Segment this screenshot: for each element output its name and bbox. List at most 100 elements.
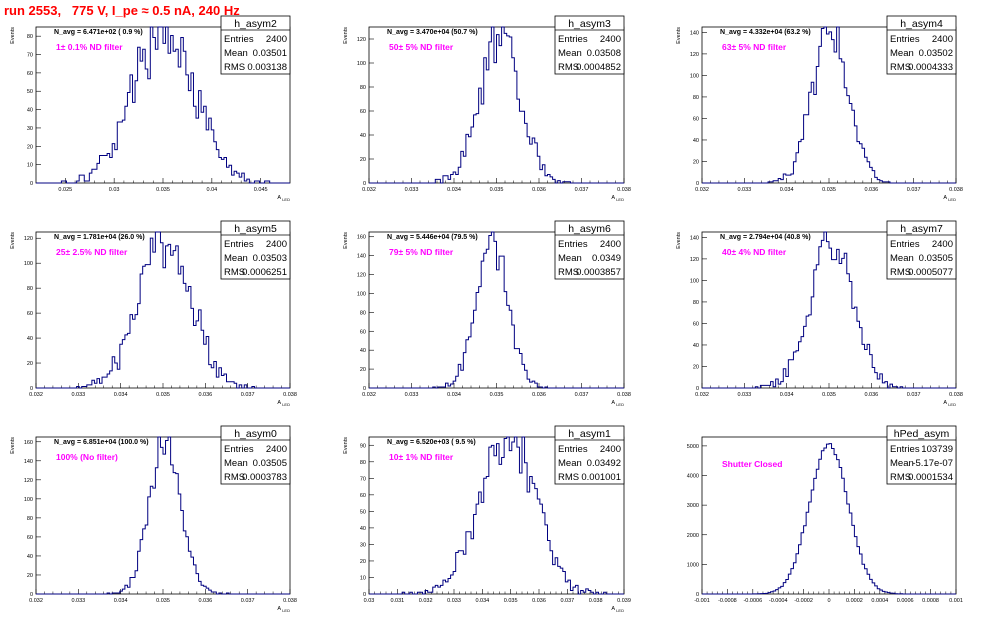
stats-box: h_asym3 Entries 2400 Mean 0.03508 RMS0.000485…	[554, 15, 625, 75]
x-tick-label: 0.035	[490, 392, 504, 398]
x-tick-label: 0.033	[737, 187, 751, 193]
stats-key-rms: RMS	[224, 62, 245, 73]
stats-box-title: h_asym3	[568, 18, 611, 30]
y-tick-label: 0	[696, 592, 699, 598]
x-tick-label: -0.0004	[769, 598, 788, 604]
y-tick-label: 10	[360, 575, 366, 581]
y-tick-label: 80	[360, 310, 366, 316]
stats-value-entries: 2400	[600, 444, 621, 455]
stats-box: h_asym5 Entries 2400 Mean 0.03503 RMS0.000625…	[220, 220, 291, 280]
y-tick-label: 80	[27, 516, 33, 522]
stats-box-title: h_asym0	[234, 428, 277, 440]
n-avg-label: N_avg = 6.471e+02 ( 0.9 %)	[54, 29, 143, 36]
histogram-panel-h_asym2: 0.025 0.03 0.035 0.04 0.045 0 10 20 30 40 50 60 70 80…	[10, 15, 291, 202]
stats-value-mean: 0.03503	[253, 253, 287, 264]
stats-key-rms: RMS	[558, 267, 579, 278]
stats-value-rms: 0.003138	[247, 62, 287, 73]
y-tick-label: 40	[360, 348, 366, 354]
stats-box-frame	[554, 15, 625, 75]
y-tick-label: 50	[27, 89, 33, 95]
y-tick-label: 80	[360, 85, 366, 91]
y-tick-label: 50	[360, 509, 366, 515]
stats-value-rms: 0.0004852	[576, 62, 621, 73]
x-tick-label: 0.033	[71, 598, 85, 604]
y-tick-label: 0	[696, 386, 699, 392]
stats-key-entries: Entries	[890, 444, 920, 455]
histogram-line	[702, 26, 956, 184]
histogram-panel-h_asym1: 0.03 0.031 0.032 0.033 0.034 0.035 0.036 0.037 0…	[343, 425, 631, 613]
stats-box-frame	[220, 220, 291, 280]
stats-key-rms: RMS	[224, 267, 245, 278]
x-axis-label-subscript: LED	[281, 197, 290, 202]
stats-key-mean: Mean	[224, 458, 248, 469]
x-tick-label: 0.034	[780, 187, 794, 193]
x-tick-label: 0.032	[695, 392, 709, 398]
y-tick-label: 60	[360, 493, 366, 499]
x-tick-label: 0.035	[490, 187, 504, 193]
stats-value-rms: 0.0003783	[242, 472, 287, 483]
histogram-line	[36, 436, 290, 595]
y-tick-label: 20	[360, 559, 366, 565]
stats-box: h_asym0 Entries 2400 Mean 0.03505 RMS0.000378…	[220, 425, 291, 485]
y-tick-label: 0	[363, 181, 366, 187]
x-tick-label: 0.035	[504, 598, 518, 604]
y-tick-label: 70	[360, 476, 366, 482]
x-axis-label: A LED	[943, 400, 956, 407]
stats-value-rms: 0.001001	[581, 472, 621, 483]
histogram-line	[36, 231, 290, 389]
stats-value-mean: 0.0349	[592, 253, 621, 264]
x-tick-label: 0.033	[71, 392, 85, 398]
stats-box-frame	[886, 220, 957, 280]
y-tick-label: 40	[693, 343, 699, 349]
stats-key-entries: Entries	[224, 239, 254, 250]
x-tick-label: -0.001	[694, 598, 710, 604]
y-tick-label: 120	[24, 236, 33, 242]
stats-box-title: hPed_asym	[894, 428, 950, 440]
x-tick-label: 0.034	[114, 392, 128, 398]
y-tick-label: 2000	[687, 533, 699, 539]
x-tick-label: 0.032	[362, 187, 376, 193]
n-avg-label: N_avg = 6.520e+03 ( 9.5 %)	[387, 439, 476, 446]
x-tick-label: 0.037	[907, 392, 921, 398]
histogram-line	[36, 26, 290, 184]
y-tick-label: 20	[27, 144, 33, 150]
y-axis-label: Events	[343, 437, 349, 454]
x-axis-label: A LED	[277, 606, 290, 613]
y-tick-label: 140	[24, 459, 33, 465]
run-title: run 2553, 775 V, I_pe ≈ 0.5 nA, 240 Hz	[4, 3, 240, 18]
x-axis-label: A LED	[277, 400, 290, 407]
y-tick-label: 80	[693, 300, 699, 306]
y-tick-label: 120	[357, 273, 366, 279]
y-tick-label: 0	[696, 181, 699, 187]
stats-key-entries: Entries	[558, 239, 588, 250]
stats-value-mean: 0.03501	[253, 48, 287, 59]
x-tick-label: 0.0004	[871, 598, 888, 604]
y-tick-label: 40	[27, 554, 33, 560]
x-tick-label: 0	[827, 598, 830, 604]
y-tick-label: 140	[690, 30, 699, 36]
x-axis-label: A LED	[611, 195, 624, 202]
y-tick-label: 120	[690, 257, 699, 263]
y-tick-label: 100	[24, 497, 33, 503]
stats-value-entries: 103739	[921, 444, 953, 455]
x-tick-label: 0.036	[864, 392, 878, 398]
filter-label: 25± 2.5% ND filter	[56, 247, 128, 257]
histogram-panel-h_asym3: 0.032 0.033 0.034 0.035 0.036 0.037 0.038 0 20 40…	[343, 15, 631, 202]
x-tick-label: 0.036	[532, 598, 546, 604]
x-tick-label: 0.037	[241, 598, 255, 604]
histogram-line	[702, 443, 956, 595]
x-axis-label: A LED	[611, 400, 624, 407]
y-tick-label: 0	[30, 592, 33, 598]
n-avg-label: N_avg = 3.470e+04 (50.7 %)	[387, 29, 478, 36]
histogram-panel-h_asym0: 0.032 0.033 0.034 0.035 0.036 0.037 0.038 0 20 40…	[10, 425, 297, 613]
y-tick-label: 80	[27, 286, 33, 292]
x-tick-label: 0.032	[362, 392, 376, 398]
x-tick-label: 0.0006	[897, 598, 914, 604]
y-tick-label: 60	[360, 109, 366, 115]
filter-label: 79± 5% ND filter	[389, 247, 454, 257]
y-tick-label: 80	[693, 95, 699, 101]
stats-key-mean: Mean	[558, 48, 582, 59]
x-tick-label: 0.03	[364, 598, 375, 604]
